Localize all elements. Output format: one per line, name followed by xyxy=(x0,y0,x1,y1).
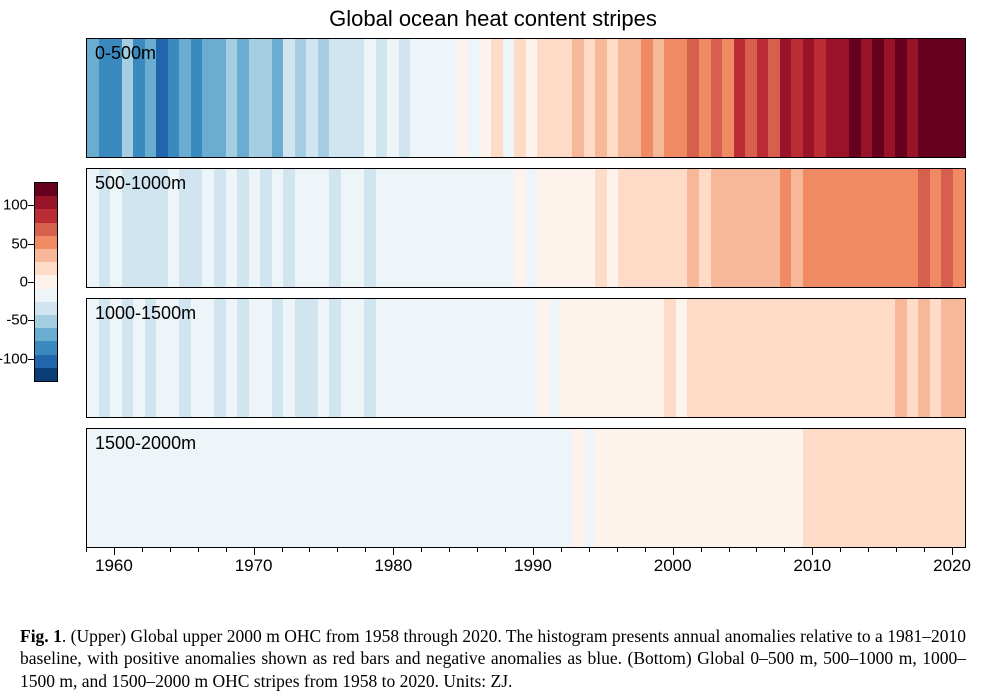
stripes xyxy=(87,39,965,157)
colorbar-tick-label: -100 xyxy=(0,350,28,367)
panel-label: 500-1000m xyxy=(95,173,186,194)
caption-fig-number: Fig. 1 xyxy=(20,626,62,646)
stripe-panel: 1500-2000m xyxy=(86,428,966,548)
panel-label: 0-500m xyxy=(95,43,156,64)
stripe-panel: 0-500m xyxy=(86,38,966,158)
colorbar: -100-50050100 xyxy=(34,182,58,382)
x-tick-label: 1960 xyxy=(95,556,133,576)
stripe-panel: 1000-1500m xyxy=(86,298,966,418)
stripes xyxy=(87,429,965,547)
x-tick-label: 2010 xyxy=(793,556,831,576)
colorbar-gradient xyxy=(34,182,58,382)
chart-title: Global ocean heat content stripes xyxy=(0,6,986,32)
x-tick-label: 1990 xyxy=(514,556,552,576)
colorbar-tick-label: -50 xyxy=(6,312,28,329)
panel-label: 1000-1500m xyxy=(95,303,196,324)
panel-label: 1500-2000m xyxy=(95,433,196,454)
x-tick-label: 2020 xyxy=(933,556,971,576)
colorbar-tick-label: 100 xyxy=(3,197,28,214)
stripes xyxy=(87,169,965,287)
x-tick-label: 1980 xyxy=(374,556,412,576)
x-tick-label: 2000 xyxy=(654,556,692,576)
stripe-panel: 500-1000m xyxy=(86,168,966,288)
colorbar-tick-label: 50 xyxy=(11,235,28,252)
chart-area: 0-500m 500-1000m 1000-1500m 1500-2000m 1960 1… xyxy=(86,38,966,578)
figure-container: Global ocean heat content stripes 0-500m… xyxy=(0,0,986,700)
colorbar-tick-label: 0 xyxy=(20,274,28,291)
figure-caption: Fig. 1. (Upper) Global upper 2000 m OHC … xyxy=(20,625,966,692)
x-tick-label: 1970 xyxy=(235,556,273,576)
caption-body: . (Upper) Global upper 2000 m OHC from 1… xyxy=(20,626,966,691)
stripes xyxy=(87,299,965,417)
